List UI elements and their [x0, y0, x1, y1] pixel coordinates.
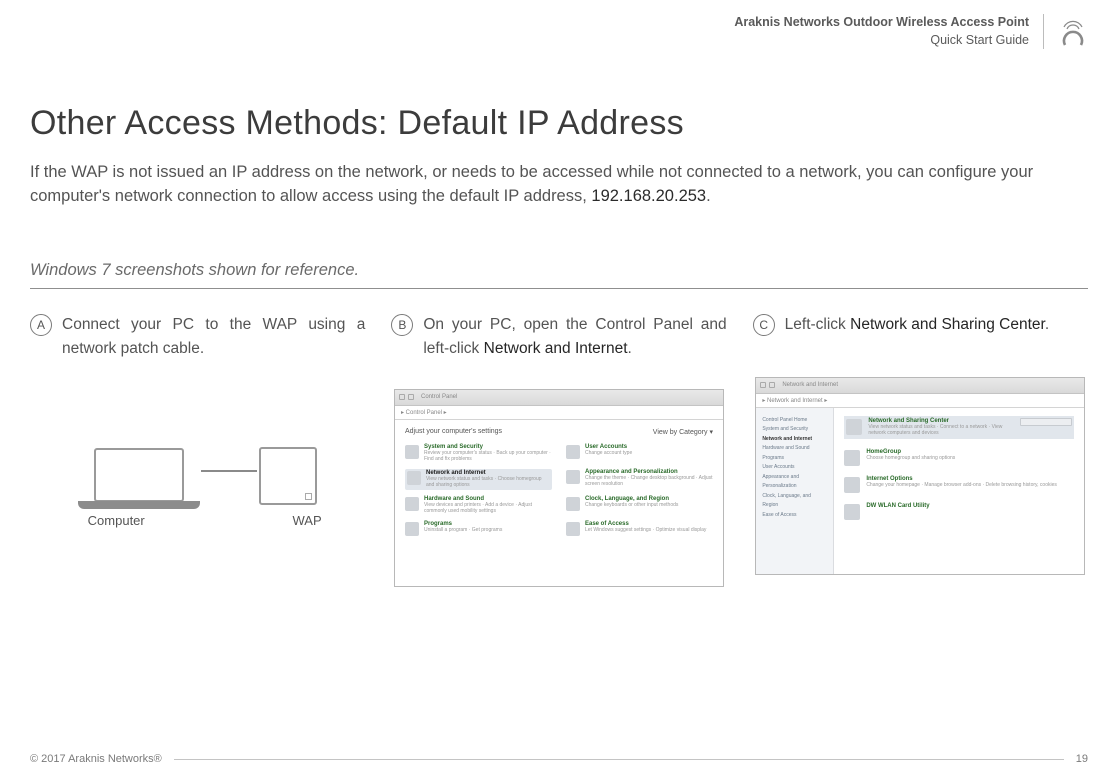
connection-diagram: Computer WAP [53, 447, 343, 528]
sidebar-link: Network and Internet [762, 435, 827, 445]
network-option-row: DW WLAN Card Utility [844, 503, 1074, 520]
step-c-badge: C [753, 314, 775, 336]
page-title: Other Access Methods: Default IP Address [30, 104, 1088, 143]
cp-category-item: ProgramsUninstall a program · Get progra… [405, 521, 552, 536]
cp-category-item: Ease of AccessLet Windows suggest settin… [566, 521, 713, 536]
step-a: A Connect your PC to the WAP using a net… [30, 313, 365, 587]
cp-category-item: User AccountsChange account type [566, 444, 713, 463]
footer: © 2017 Araknis Networks® 19 [30, 753, 1088, 765]
cp-category-item: Clock, Language, and RegionChange keyboa… [566, 496, 713, 515]
cp-category-item: Appearance and PersonalizationChange the… [566, 469, 713, 490]
intro-paragraph: If the WAP is not issued an IP address o… [30, 161, 1088, 209]
label-computer: Computer [88, 513, 145, 528]
divider [30, 288, 1088, 289]
footer-rule [174, 759, 1064, 760]
intro-post: . [706, 187, 711, 205]
steps-row: A Connect your PC to the WAP using a net… [30, 313, 1088, 587]
sidebar-link: Programs [762, 454, 827, 464]
default-ip: 192.168.20.253 [591, 187, 706, 205]
cable-line [201, 470, 257, 472]
step-a-text: Connect your PC to the WAP using a netwo… [62, 313, 365, 361]
step-a-badge: A [30, 314, 52, 336]
step-c-text: Left-click Network and Sharing Center. [785, 313, 1050, 337]
cp-category-item: System and SecurityReview your computer'… [405, 444, 552, 463]
doc-type: Quick Start Guide [734, 32, 1029, 50]
step-b: B On your PC, open the Control Panel and… [391, 313, 726, 587]
step-b-badge: B [391, 314, 413, 336]
laptop-icon [79, 448, 199, 509]
network-option-row: Network and Sharing CenterView network s… [844, 416, 1074, 439]
intro-pre: If the WAP is not issued an IP address o… [30, 163, 1033, 205]
sidebar-link: Appearance and Personalization [762, 473, 827, 492]
brand-logo-icon [1058, 17, 1088, 47]
cp-category-item: Hardware and SoundView devices and print… [405, 496, 552, 515]
sidebar-link: User Accounts [762, 463, 827, 473]
sidebar-link: Hardware and Sound [762, 444, 827, 454]
sidebar-link: System and Security [762, 425, 827, 435]
header-right: Araknis Networks Outdoor Wireless Access… [734, 14, 1088, 49]
step-c: C Left-click Network and Sharing Center.… [753, 313, 1088, 587]
label-wap: WAP [293, 513, 322, 528]
screenshot-control-panel: Control Panel ▸ Control Panel ▸ Adjust y… [394, 389, 724, 587]
sidebar-link: Ease of Access [762, 511, 827, 521]
network-option-row: Internet OptionsChange your homepage · M… [844, 476, 1074, 493]
product-line: Araknis Networks Outdoor Wireless Access… [734, 14, 1029, 32]
step-b-text: On your PC, open the Control Panel and l… [423, 313, 726, 361]
page-number: 19 [1076, 753, 1088, 765]
network-option-row: HomeGroupChoose homegroup and sharing op… [844, 449, 1074, 466]
header-text: Araknis Networks Outdoor Wireless Access… [734, 14, 1044, 49]
sidebar-link: Control Panel Home [762, 416, 827, 426]
screenshot-network-internet: Network and Internet ▸ Network and Inter… [755, 377, 1085, 575]
cp-category-item: Network and InternetView network status … [405, 469, 552, 490]
wap-icon [259, 447, 317, 505]
subheading: Windows 7 screenshots shown for referenc… [30, 261, 1088, 286]
sidebar-link: Clock, Language, and Region [762, 492, 827, 511]
copyright: © 2017 Araknis Networks® [30, 753, 162, 765]
